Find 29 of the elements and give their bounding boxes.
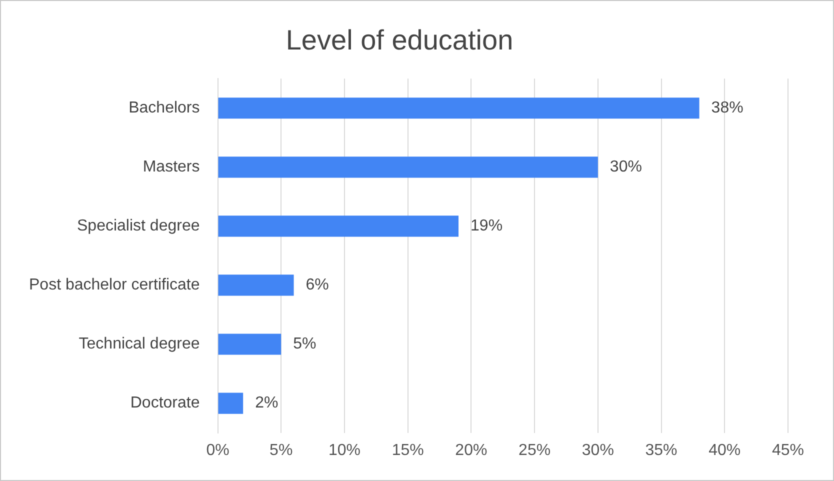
y-tick-label: Post bachelor certificate [29, 276, 200, 294]
x-tick-label: 25% [518, 442, 551, 459]
x-tick-label: 45% [772, 442, 804, 459]
bar [218, 334, 282, 355]
y-tick-label: Specialist degree [77, 218, 200, 235]
y-tick-label: Technical degree [78, 336, 200, 353]
data-label: 30% [610, 158, 642, 176]
x-tick-label: 40% [708, 442, 741, 459]
data-label: 38% [711, 100, 744, 117]
bar [218, 274, 294, 296]
x-tick-label: 5% [270, 442, 293, 459]
y-tick-label: Masters [142, 158, 200, 176]
y-tick-label: Doctorate [130, 394, 200, 412]
data-label: 6% [306, 276, 329, 294]
data-label: 2% [255, 394, 278, 412]
y-tick-label: Bachelors [128, 100, 200, 117]
x-tick-label: 10% [328, 442, 360, 459]
data-label: 5% [293, 336, 316, 353]
data-label: 19% [470, 218, 503, 235]
x-tick-label: 15% [392, 442, 424, 459]
chart-title: Level of education [286, 24, 514, 56]
x-tick-label: 30% [582, 442, 614, 459]
bar [218, 216, 459, 237]
x-tick-label: 20% [455, 442, 488, 459]
bar [218, 156, 598, 178]
bar [218, 98, 700, 119]
x-tick-label: 35% [645, 442, 678, 459]
x-tick-label: 0% [206, 442, 230, 459]
bar [218, 392, 244, 414]
